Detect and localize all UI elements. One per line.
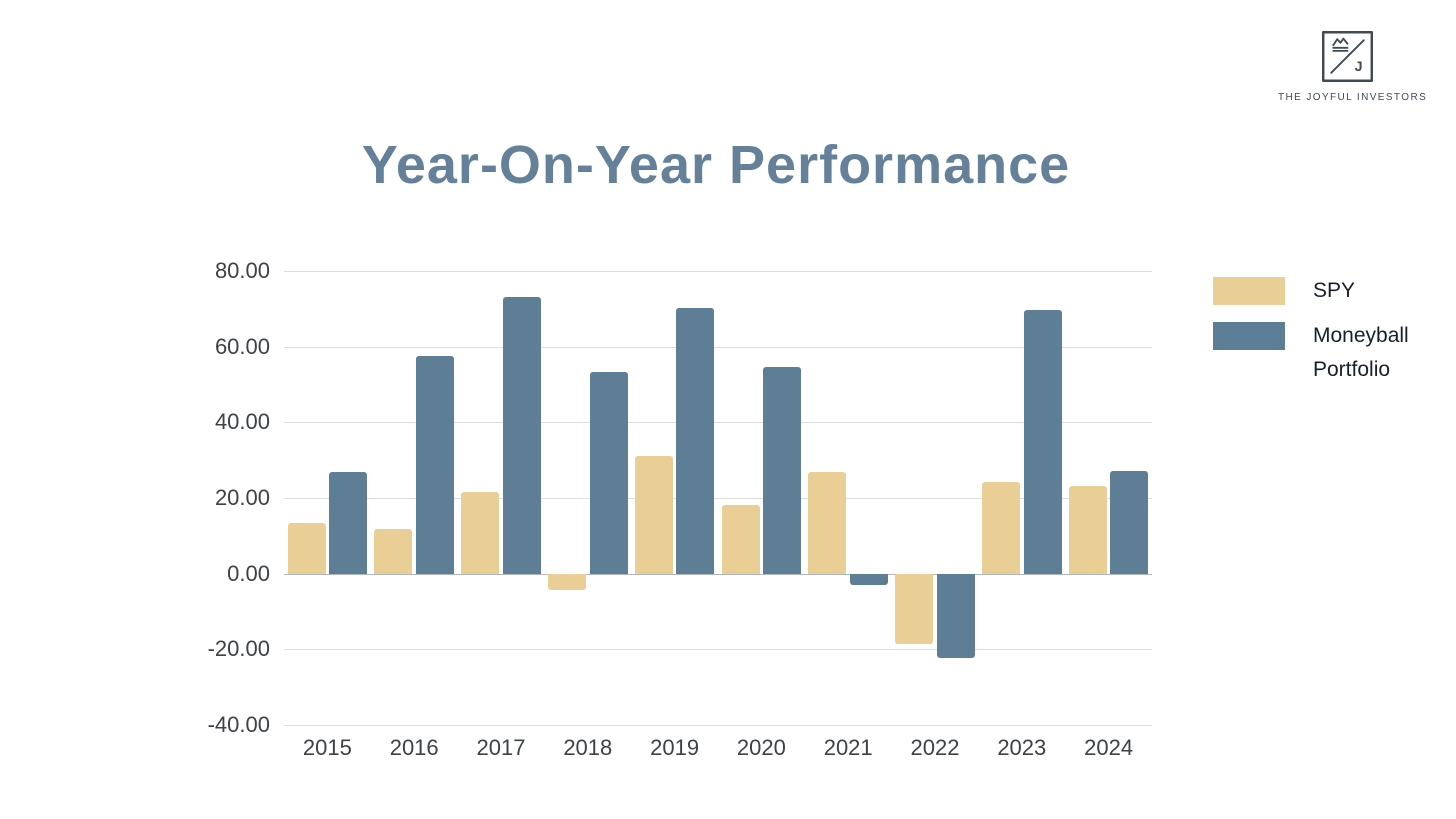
moneyball-portfolio-bar-2016 bbox=[416, 356, 454, 574]
spy-bar-2018 bbox=[548, 573, 586, 590]
x-tick-label-2020: 2020 bbox=[736, 735, 786, 760]
spy-bar-2019 bbox=[634, 455, 673, 574]
gridline--40 bbox=[284, 725, 1152, 726]
x-tick-label-2015: 2015 bbox=[302, 735, 352, 760]
spy-bar-2022 bbox=[895, 573, 934, 645]
y-tick-label-80: 80.00 bbox=[214, 258, 270, 283]
spy-bar-2024 bbox=[1068, 485, 1107, 574]
moneyball-portfolio-bar-2021 bbox=[850, 573, 888, 586]
joyful-investors-monogram-icon: J bbox=[1322, 31, 1373, 82]
x-tick-label-2023: 2023 bbox=[997, 735, 1047, 760]
brand-name: THE JOYFUL INVESTORS bbox=[1278, 92, 1428, 103]
spy-bar-2017 bbox=[461, 492, 500, 574]
spy-bar-2020 bbox=[721, 504, 760, 574]
spy-bar-2016 bbox=[374, 529, 413, 574]
y-tick-label-0: 0.00 bbox=[227, 560, 270, 586]
x-tick-label-2019: 2019 bbox=[650, 735, 700, 760]
moneyball-portfolio-bar-2022 bbox=[936, 573, 975, 659]
x-tick-label-2021: 2021 bbox=[823, 735, 873, 760]
legend-label-spy: SPY bbox=[1313, 279, 1356, 302]
gridline-40 bbox=[284, 422, 1152, 424]
gridline-0 bbox=[284, 573, 1152, 575]
moneyball-portfolio-bar-2024 bbox=[1110, 470, 1149, 574]
legend-swatch-moneyball-portfolio bbox=[1213, 322, 1285, 350]
moneyball-portfolio-bar-2015 bbox=[329, 472, 368, 574]
page-title: Year-On-Year Performance bbox=[361, 135, 1071, 195]
spy-bar-2015 bbox=[287, 522, 326, 574]
moneyball-portfolio-bar-2018 bbox=[589, 372, 628, 574]
svg-text:J: J bbox=[1355, 59, 1363, 75]
gridline--20 bbox=[284, 649, 1152, 651]
x-tick-label-2018: 2018 bbox=[563, 735, 613, 760]
y-tick-label-60: 60.00 bbox=[214, 333, 270, 359]
moneyball-portfolio-bar-2023 bbox=[1023, 309, 1062, 574]
moneyball-portfolio-bar-2019 bbox=[676, 308, 715, 574]
x-tick-label-2024: 2024 bbox=[1084, 735, 1134, 760]
legend: SPY Moneyball Portfolio bbox=[1213, 274, 1445, 398]
moneyball-portfolio-bar-2017 bbox=[502, 296, 541, 574]
x-tick-label-2022: 2022 bbox=[910, 735, 960, 760]
y-tick-label-20: 20.00 bbox=[214, 485, 270, 510]
legend-swatch-spy bbox=[1213, 277, 1285, 305]
y-tick-label--40: -40.00 bbox=[207, 712, 270, 737]
spy-bar-2023 bbox=[982, 482, 1020, 574]
x-tick-label-2017: 2017 bbox=[476, 735, 526, 760]
y-axis: 80.00 60.00 40.00 20.00 0.00 -20.00 -40.00 bbox=[150, 258, 270, 737]
spy-bar-2021 bbox=[808, 472, 847, 574]
brand-logo: J bbox=[1322, 31, 1373, 82]
gridline-60 bbox=[284, 346, 1152, 348]
moneyball-portfolio-bar-2020 bbox=[763, 367, 802, 574]
y-tick-label--20: -20.00 bbox=[207, 636, 270, 662]
legend-entry-moneyball-portfolio: Moneyball Portfolio bbox=[1213, 319, 1445, 387]
x-tick-label-2016: 2016 bbox=[389, 735, 439, 760]
gridline-20 bbox=[284, 498, 1152, 499]
legend-label-moneyball-portfolio: Moneyball Portfolio bbox=[1313, 324, 1409, 381]
y-tick-label-40: 40.00 bbox=[214, 409, 270, 435]
gridline-80 bbox=[284, 271, 1152, 272]
plot-area: 2015 2016 2017 2018 2019 2020 2021 2022 2023 2024 bbox=[284, 271, 1152, 760]
legend-entry-spy: SPY bbox=[1213, 274, 1445, 308]
